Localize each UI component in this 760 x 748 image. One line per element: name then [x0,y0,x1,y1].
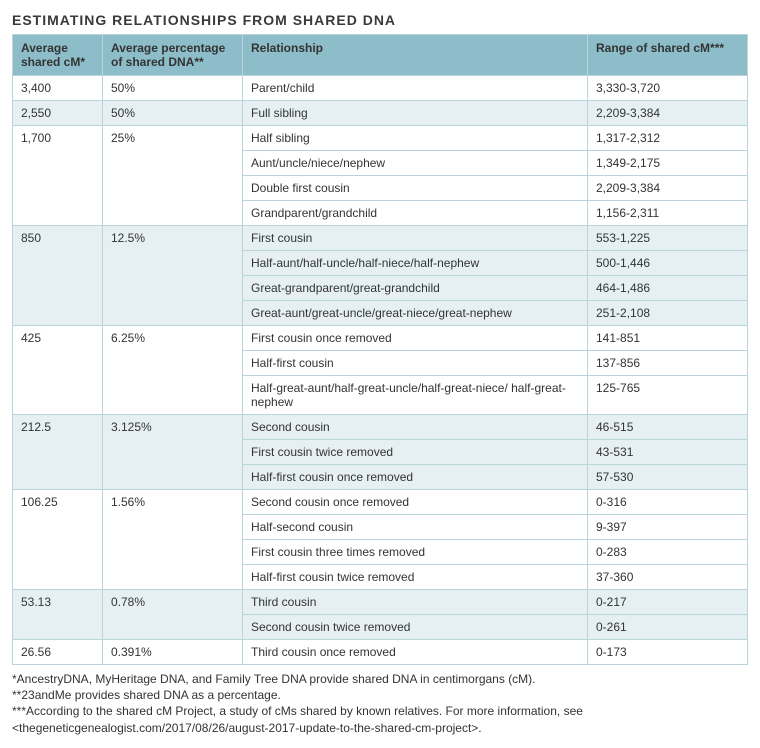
cell-relationship: Great-aunt/great-uncle/great-niece/great… [243,301,588,326]
cell-avg-cm: 425 [13,326,103,415]
cell-relationship: Full sibling [243,101,588,126]
cell-relationship: Third cousin [243,590,588,615]
cell-range: 464-1,486 [588,276,748,301]
cell-avg-pct: 50% [103,76,243,101]
cell-relationship: Half-aunt/half-uncle/half-niece/half-nep… [243,251,588,276]
cell-avg-pct: 50% [103,101,243,126]
cell-range: 0-217 [588,590,748,615]
cell-avg-cm: 212.5 [13,415,103,490]
footnote-1: *AncestryDNA, MyHeritage DNA, and Family… [12,671,748,687]
cell-range: 500-1,446 [588,251,748,276]
cell-range: 251-2,108 [588,301,748,326]
cell-avg-pct: 3.125% [103,415,243,490]
cell-relationship: Second cousin once removed [243,490,588,515]
cell-range: 2,209-3,384 [588,176,748,201]
cell-range: 46-515 [588,415,748,440]
cell-range: 1,317-2,312 [588,126,748,151]
footnote-3a: ***According to the shared cM Project, a… [12,703,748,719]
cell-avg-cm: 3,400 [13,76,103,101]
cell-relationship: Aunt/uncle/niece/nephew [243,151,588,176]
cell-avg-cm: 26.56 [13,640,103,665]
table-row: 3,40050%Parent/child3,330-3,720 [13,76,748,101]
footnotes: *AncestryDNA, MyHeritage DNA, and Family… [12,671,748,736]
cell-relationship: Double first cousin [243,176,588,201]
cell-range: 0-316 [588,490,748,515]
cell-avg-pct: 25% [103,126,243,226]
dna-table: Average shared cM* Average percentage of… [12,34,748,665]
page-title: ESTIMATING RELATIONSHIPS FROM SHARED DNA [12,12,748,28]
cell-relationship: Half-second cousin [243,515,588,540]
header-row: Average shared cM* Average percentage of… [13,35,748,76]
cell-avg-pct: 0.78% [103,590,243,640]
cell-relationship: Half-great-aunt/half-great-uncle/half-gr… [243,376,588,415]
cell-range: 1,156-2,311 [588,201,748,226]
table-row: 212.53.125%Second cousin46-515 [13,415,748,440]
table-row: 85012.5%First cousin553-1,225 [13,226,748,251]
cell-avg-cm: 2,550 [13,101,103,126]
cell-relationship: Half sibling [243,126,588,151]
cell-range: 37-360 [588,565,748,590]
cell-range: 57-530 [588,465,748,490]
cell-range: 0-173 [588,640,748,665]
cell-relationship: Half-first cousin twice removed [243,565,588,590]
cell-relationship: Great-grandparent/great-grandchild [243,276,588,301]
cell-relationship: First cousin [243,226,588,251]
cell-avg-cm: 1,700 [13,126,103,226]
cell-relationship: Third cousin once removed [243,640,588,665]
col-relationship: Relationship [243,35,588,76]
cell-range: 1,349-2,175 [588,151,748,176]
table-body: 3,40050%Parent/child3,330-3,7202,55050%F… [13,76,748,665]
col-avg-cm: Average shared cM* [13,35,103,76]
footnote-2: **23andMe provides shared DNA as a perce… [12,687,748,703]
table-row: 106.251.56%Second cousin once removed0-3… [13,490,748,515]
cell-avg-cm: 850 [13,226,103,326]
cell-range: 141-851 [588,326,748,351]
cell-relationship: Second cousin twice removed [243,615,588,640]
cell-range: 3,330-3,720 [588,76,748,101]
col-range: Range of shared cM*** [588,35,748,76]
cell-relationship: Parent/child [243,76,588,101]
cell-range: 0-283 [588,540,748,565]
cell-avg-cm: 53.13 [13,590,103,640]
cell-avg-pct: 1.56% [103,490,243,590]
cell-avg-pct: 12.5% [103,226,243,326]
cell-range: 137-856 [588,351,748,376]
table-row: 53.130.78%Third cousin0-217 [13,590,748,615]
cell-range: 9-397 [588,515,748,540]
cell-relationship: First cousin three times removed [243,540,588,565]
cell-relationship: Half-first cousin [243,351,588,376]
cell-relationship: Second cousin [243,415,588,440]
cell-avg-pct: 6.25% [103,326,243,415]
cell-relationship: Half-first cousin once removed [243,465,588,490]
table-row: 1,70025%Half sibling1,317-2,312 [13,126,748,151]
table-row: 4256.25%First cousin once removed141-851 [13,326,748,351]
footnote-3b: <thegeneticgenealogist.com/2017/08/26/au… [12,720,748,736]
cell-avg-cm: 106.25 [13,490,103,590]
col-avg-pct: Average percentage of shared DNA** [103,35,243,76]
cell-range: 553-1,225 [588,226,748,251]
table-row: 26.560.391%Third cousin once removed0-17… [13,640,748,665]
cell-range: 43-531 [588,440,748,465]
table-row: 2,55050%Full sibling2,209-3,384 [13,101,748,126]
cell-range: 2,209-3,384 [588,101,748,126]
cell-relationship: First cousin once removed [243,326,588,351]
cell-relationship: First cousin twice removed [243,440,588,465]
cell-range: 0-261 [588,615,748,640]
cell-range: 125-765 [588,376,748,415]
cell-relationship: Grandparent/grandchild [243,201,588,226]
cell-avg-pct: 0.391% [103,640,243,665]
